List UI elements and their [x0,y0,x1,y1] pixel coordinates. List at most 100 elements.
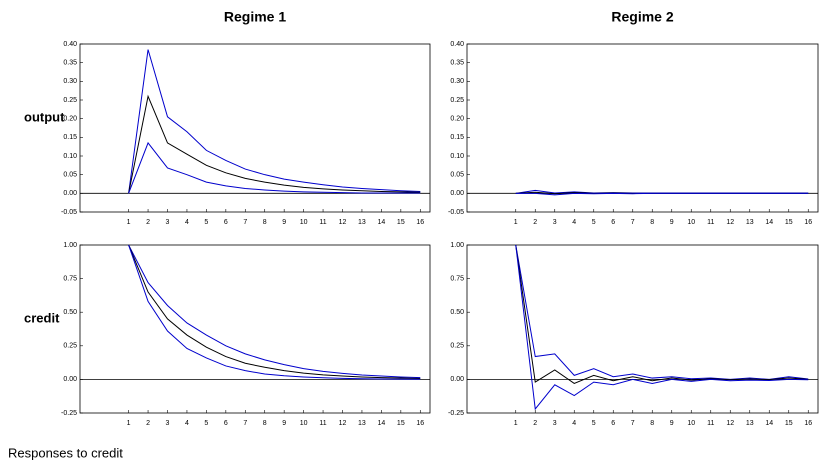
x-tick-label: 15 [785,219,793,226]
y-tick-label: 0.75 [63,275,77,282]
x-tick-label: 4 [572,420,576,427]
x-tick-label: 1 [514,420,518,427]
x-tick-label: 13 [358,219,366,226]
response-line [129,143,421,193]
x-tick-label: 2 [146,219,150,226]
y-tick-label: 0.40 [450,41,464,48]
x-tick-label: 14 [765,420,773,427]
x-tick-label: 8 [263,219,267,226]
x-tick-label: 3 [166,219,170,226]
x-tick-label: 10 [300,219,308,226]
y-tick-label: -0.05 [61,209,77,216]
x-tick-label: 2 [533,219,537,226]
x-tick-label: 9 [282,420,286,427]
x-tick-label: 3 [553,219,557,226]
x-tick-label: 13 [358,420,366,427]
x-tick-label: 13 [746,219,754,226]
y-tick-label: 1.00 [63,242,77,249]
response-line [129,245,421,378]
plot-frame [80,44,430,212]
x-tick-label: 14 [765,219,773,226]
y-tick-label: 0.15 [63,134,77,141]
x-tick-label: 16 [804,420,812,427]
column-title: Regime 1 [224,9,286,25]
x-tick-label: 9 [670,420,674,427]
y-tick-label: 1.00 [450,242,464,249]
x-tick-label: 14 [377,219,385,226]
x-tick-label: 11 [707,219,714,226]
y-tick-label: 0.50 [450,309,464,316]
y-tick-label: -0.25 [448,410,464,417]
y-tick-label: 0.20 [63,116,77,123]
x-tick-label: 6 [611,420,615,427]
x-tick-label: 1 [127,420,131,427]
column-title: Regime 2 [611,9,673,25]
x-tick-label: 10 [687,219,695,226]
y-tick-label: 0.30 [450,78,464,85]
x-tick-label: 6 [224,219,228,226]
y-tick-label: 0.30 [63,78,77,85]
y-tick-label: -0.25 [61,410,77,417]
x-tick-label: 12 [339,219,347,226]
chart-grid: Responses to credit Regime 1 output -0.05 0… [0,0,831,467]
x-tick-label: 14 [377,420,385,427]
x-tick-label: 1 [514,219,518,226]
y-tick-label: 0.25 [63,343,77,350]
x-tick-label: 8 [263,420,267,427]
x-tick-label: 4 [185,219,189,226]
x-tick-label: 6 [224,420,228,427]
response-line [129,245,421,379]
x-tick-label: 12 [726,420,734,427]
row-label: output [24,109,65,124]
x-tick-label: 7 [631,219,635,226]
x-tick-label: 11 [319,420,326,427]
x-tick-label: 9 [670,219,674,226]
x-tick-label: 4 [185,420,189,427]
x-tick-label: 15 [397,219,405,226]
y-tick-label: 0.75 [450,275,464,282]
x-tick-label: 5 [204,219,208,226]
x-tick-label: 3 [553,420,557,427]
x-tick-label: 16 [804,219,812,226]
caption: Responses to credit [8,445,123,460]
y-tick-label: 0.35 [450,60,464,67]
x-tick-label: 13 [746,420,754,427]
x-tick-label: 16 [416,420,424,427]
x-tick-label: 1 [127,219,131,226]
response-line [516,245,809,383]
x-tick-label: 5 [592,219,596,226]
x-tick-label: 9 [282,219,286,226]
x-tick-label: 12 [339,420,347,427]
response-line [129,50,421,194]
plot-frame [80,245,430,413]
x-tick-label: 8 [650,420,654,427]
x-tick-label: 5 [592,420,596,427]
x-tick-label: 10 [687,420,695,427]
y-tick-label: 0.50 [63,309,77,316]
y-tick-label: 0.40 [63,41,77,48]
x-tick-label: 6 [611,219,615,226]
response-line [129,245,421,378]
y-tick-label: 0.20 [450,116,464,123]
x-tick-label: 2 [533,420,537,427]
y-tick-label: -0.05 [448,209,464,216]
x-tick-label: 16 [416,219,424,226]
response-line [129,96,421,193]
x-tick-label: 15 [397,420,405,427]
x-tick-label: 4 [572,219,576,226]
y-tick-label: 0.05 [63,172,77,179]
x-tick-label: 3 [166,420,170,427]
y-tick-label: 0.10 [450,153,464,160]
x-tick-label: 7 [631,420,635,427]
y-tick-label: 0.25 [450,97,464,104]
y-tick-label: 0.00 [450,190,464,197]
y-tick-label: 0.15 [450,134,464,141]
y-tick-label: 0.25 [450,343,464,350]
x-tick-label: 8 [650,219,654,226]
x-tick-label: 11 [319,219,326,226]
x-tick-label: 7 [243,420,247,427]
y-tick-label: 0.35 [63,60,77,67]
y-tick-label: 0.10 [63,153,77,160]
x-tick-label: 12 [726,219,734,226]
x-tick-label: 7 [243,219,247,226]
